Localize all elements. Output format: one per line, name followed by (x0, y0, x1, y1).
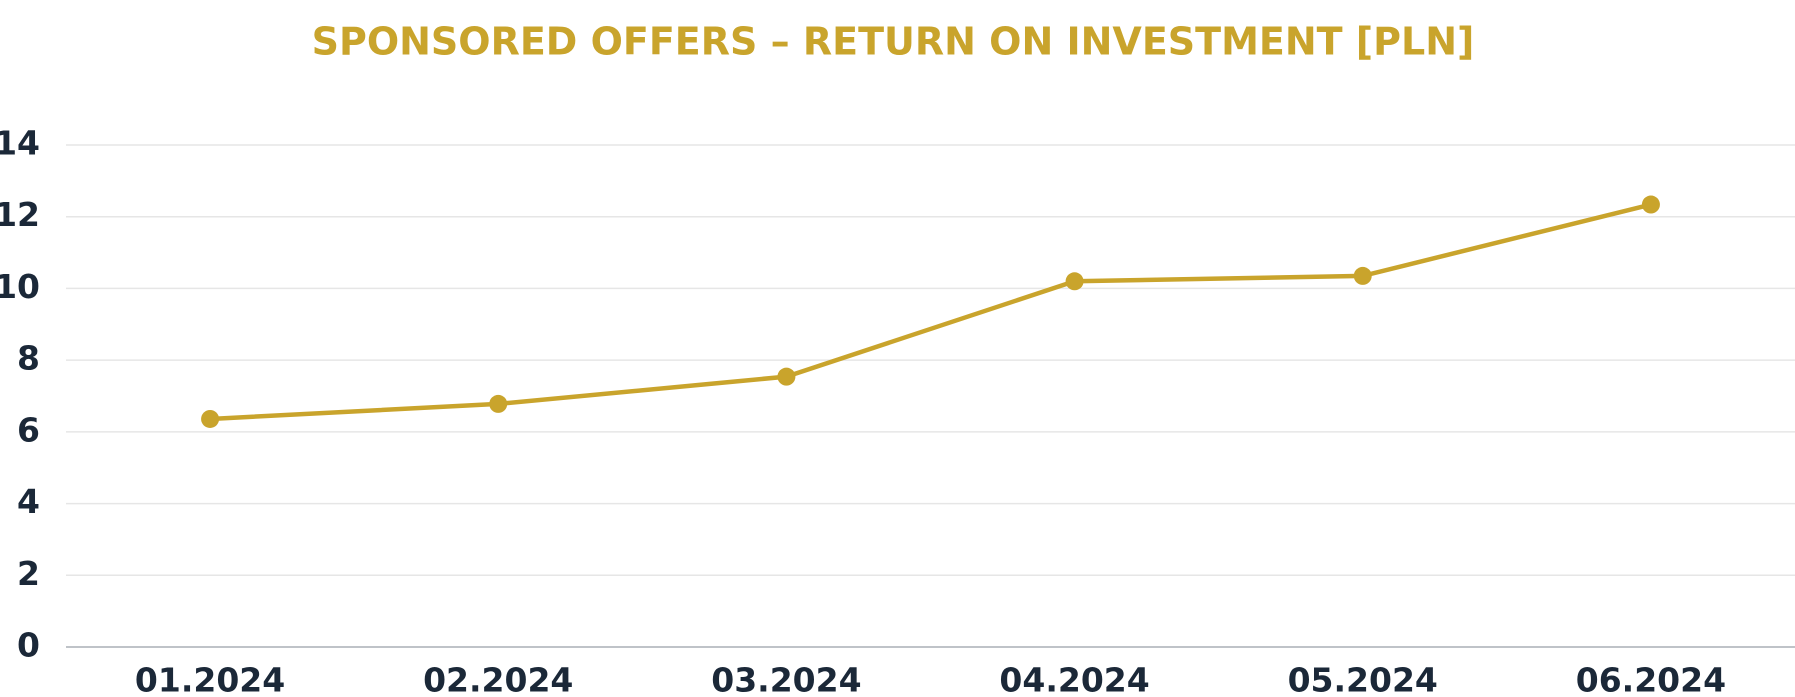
y-tick-label: 10 (0, 267, 40, 306)
point (1065, 272, 1084, 291)
point (777, 367, 796, 386)
x-tick-label: 06.2024 (1576, 661, 1726, 697)
x-tick-label: 04.2024 (999, 661, 1149, 697)
y-tick-label: 4 (17, 482, 40, 521)
y-tick-label: 8 (17, 339, 40, 378)
point (1353, 266, 1372, 285)
x-tick-label: 03.2024 (711, 661, 861, 697)
y-tick-label: 12 (0, 195, 40, 234)
y-tick-label: 14 (0, 124, 40, 163)
y-tick-label: 6 (17, 410, 40, 449)
point (1641, 195, 1660, 214)
x-tick-label: 02.2024 (423, 661, 573, 697)
x-tick-label: 05.2024 (1288, 661, 1438, 697)
point (201, 409, 220, 428)
y-tick-label: 2 (17, 554, 40, 593)
y-tick-label: 0 (17, 626, 40, 665)
point (489, 394, 508, 413)
chart-title: SPONSORED OFFERS – RETURN ON INVESTMENT … (312, 20, 1475, 64)
x-tick-label: 01.2024 (135, 661, 285, 697)
line (209, 202, 1652, 422)
